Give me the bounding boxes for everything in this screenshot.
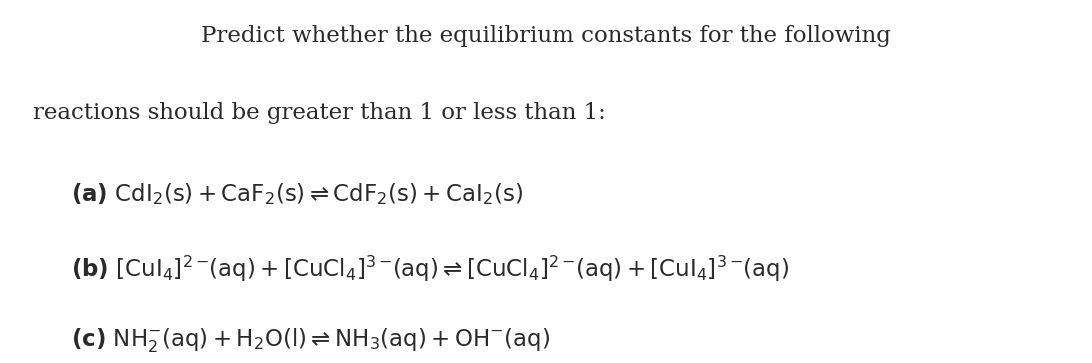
Text: $\mathbf{(c)}\ $$\mathrm{NH_2^{-}(aq)+H_2O(l)\rightleftharpoons NH_3(aq)+OH^{-}(: $\mathbf{(c)}\ $$\mathrm{NH_2^{-}(aq)+H_… [71,327,550,355]
Text: reactions should be greater than 1 or less than 1:: reactions should be greater than 1 or le… [33,102,606,124]
Text: $\mathbf{(b)}\ $$\mathrm{[CuI_4]^{2-}\!(aq)+[CuCl_4]^{3-}\!(aq)\rightleftharpoon: $\mathbf{(b)}\ $$\mathrm{[CuI_4]^{2-}\!(… [71,254,790,284]
Text: $\mathbf{(a)}\ $$\mathrm{CdI_2(s)+CaF_2(s)\rightleftharpoons CdF_2(s)+CaI_2(s)}$: $\mathbf{(a)}\ $$\mathrm{CdI_2(s)+CaF_2(… [71,182,523,207]
Text: Predict whether the equilibrium constants for the following: Predict whether the equilibrium constant… [201,25,891,48]
